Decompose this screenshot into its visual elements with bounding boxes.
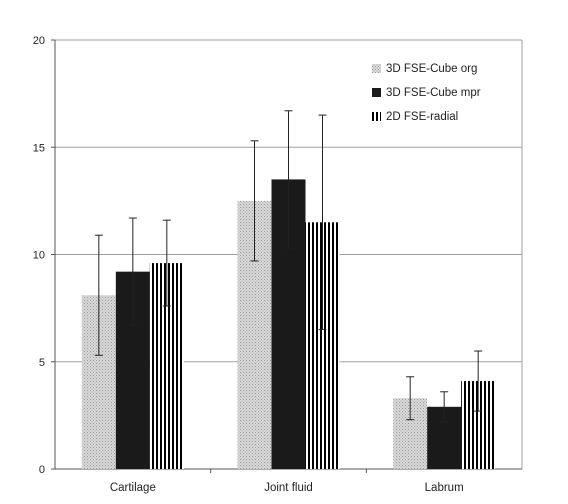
y-tick-label: 15 xyxy=(33,142,45,154)
legend-swatch xyxy=(372,88,381,97)
y-tick-label: 5 xyxy=(39,357,45,369)
category-label: Joint fluid xyxy=(264,482,313,494)
legend-label: 2D FSE-radial xyxy=(386,111,458,123)
legend-swatch xyxy=(372,64,381,73)
legend-swatch xyxy=(372,112,381,121)
y-tick-label: 20 xyxy=(33,35,45,47)
y-tick-label: 10 xyxy=(33,250,45,262)
legend-label: 3D FSE-Cube mpr xyxy=(386,87,481,99)
category-label: Labrum xyxy=(425,482,464,494)
legend-label: 3D FSE-Cube org xyxy=(386,63,477,75)
category-label: Cartilage xyxy=(110,482,156,494)
y-tick-label: 0 xyxy=(39,464,45,476)
